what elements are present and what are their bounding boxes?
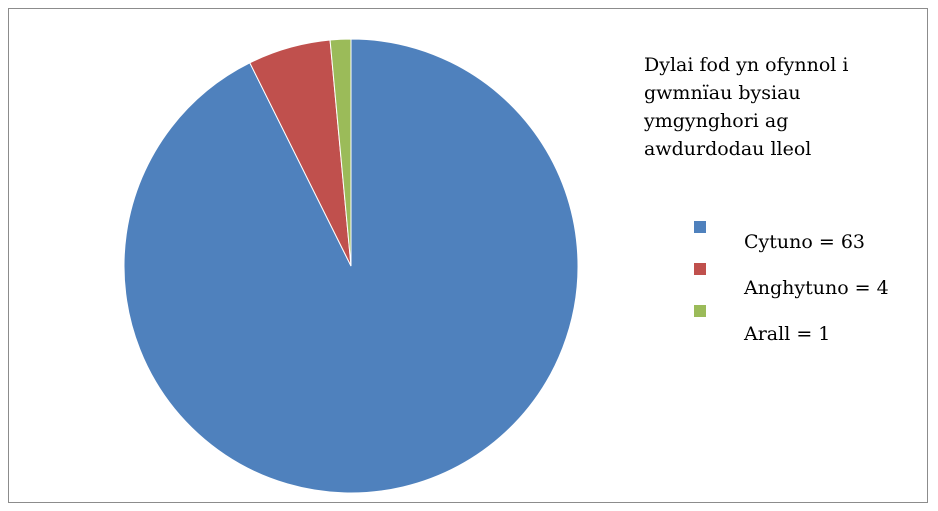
- summary-arall: Arall = 1: [744, 323, 831, 345]
- chart-title-line: awdurdodau lleol: [644, 138, 812, 160]
- chart-title: Dylai fod yn ofynnol i gwmnïau bysiau ym…: [644, 51, 914, 163]
- legend-swatch-a: [694, 221, 706, 233]
- chart-frame: Dylai fod yn ofynnol i gwmnïau bysiau ym…: [8, 8, 928, 503]
- chart-title-line: Dylai fod yn ofynnol i: [644, 54, 849, 76]
- legend-swatch-n: [694, 263, 706, 275]
- legend: a n o: [694, 207, 712, 337]
- summary-anghytuno: Anghytuno = 4: [744, 277, 889, 299]
- pie-slice-o: [329, 38, 352, 267]
- chart-title-line: gwmnïau bysiau: [644, 82, 801, 104]
- legend-swatch-o: [694, 305, 706, 317]
- pie-chart: [123, 38, 579, 494]
- summary-cytuno: Cytuno = 63: [744, 231, 865, 253]
- chart-title-line: ymgynghori ag: [644, 110, 789, 132]
